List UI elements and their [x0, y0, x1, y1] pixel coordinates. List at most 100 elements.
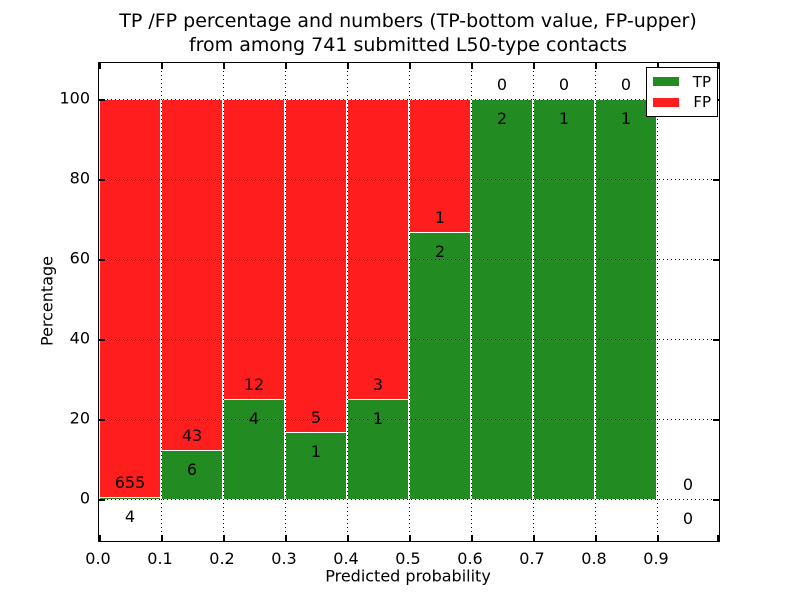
- x-tick-label: 0.0: [85, 549, 111, 568]
- tp-count-label: 1: [310, 442, 322, 462]
- fp-count-label: 655: [114, 472, 146, 492]
- fp-count-label: 1: [434, 208, 446, 228]
- y-tick-mark-right: [713, 499, 719, 501]
- bar-segment-tp: [99, 496, 161, 499]
- x-tick-label: 0.8: [581, 549, 607, 568]
- tp-count-label: 4: [124, 506, 136, 526]
- x-tick-label: 0.4: [333, 549, 359, 568]
- x-tick-mark-top: [533, 63, 535, 69]
- bar-segment-tp: [285, 432, 347, 499]
- v-gridline: [657, 63, 658, 541]
- tp-count-label: 2: [434, 242, 446, 262]
- x-tick-mark: [471, 535, 473, 541]
- tp-count-label: 6: [186, 460, 198, 480]
- x-tick-label: 0.6: [457, 549, 483, 568]
- tp-count-label: 0: [682, 509, 694, 528]
- bar-segment-fp: [347, 99, 409, 399]
- bar-segment-tp: [533, 99, 595, 499]
- v-gridline: [533, 63, 534, 541]
- v-gridline: [347, 63, 348, 541]
- fp-count-label: 12: [243, 375, 265, 394]
- v-gridline: [471, 63, 472, 541]
- legend-entry-tp: TP: [653, 73, 711, 91]
- fp-count-label: 0: [558, 75, 570, 94]
- x-tick-mark: [533, 535, 535, 541]
- x-tick-label: 0.9: [643, 549, 669, 568]
- tp-count-label: 1: [372, 409, 384, 428]
- x-tick-mark: [285, 535, 287, 541]
- tp-count-label: 2: [496, 109, 508, 128]
- fp-swatch-icon: [653, 97, 679, 107]
- legend-label-tp: TP: [692, 72, 711, 91]
- bar-segment-tp: [409, 232, 471, 499]
- x-tick-mark-top: [657, 63, 659, 69]
- bar-segment-fp: [99, 99, 161, 497]
- y-tick-mark: [99, 99, 105, 101]
- x-tick-label: 0.2: [209, 549, 235, 568]
- x-tick-mark-top: [99, 63, 101, 69]
- chart-title-line1: TP /FP percentage and numbers (TP-bottom…: [119, 10, 697, 32]
- plot-area: 655 4 43 6 12 4 5 1 3 1 1 2 0 2 0 1 0 1 0 0: [98, 62, 720, 542]
- y-tick-mark-right: [713, 259, 719, 261]
- fp-count-label: 0: [682, 475, 694, 494]
- y-tick-label: 100: [59, 88, 90, 108]
- chart-title: TP /FP percentage and numbers (TP-bottom…: [98, 9, 718, 57]
- x-tick-mark: [595, 535, 597, 541]
- x-tick-mark: [223, 535, 225, 541]
- y-tick-mark: [99, 419, 105, 421]
- legend-label-fp: FP: [693, 93, 711, 112]
- y-tick-mark: [99, 499, 105, 501]
- y-tick-mark: [99, 259, 105, 261]
- bar-segment-fp: [161, 99, 223, 451]
- y-tick-label: 60: [69, 248, 90, 268]
- x-tick-mark: [657, 535, 659, 541]
- y-tick-label: 20: [69, 408, 90, 428]
- fp-count-label: 5: [310, 408, 322, 428]
- y-tick-mark-right: [713, 339, 719, 341]
- tp-count-label: 1: [558, 109, 570, 128]
- y-tick-mark-right: [713, 179, 719, 181]
- x-tick-mark-top: [285, 63, 287, 69]
- legend-entry-fp: FP: [653, 93, 711, 111]
- x-tick-label: 0.3: [271, 549, 297, 568]
- y-tick-label: 80: [69, 168, 90, 188]
- y-tick-mark-right: [713, 419, 719, 421]
- x-tick-mark: [717, 535, 719, 541]
- x-tick-mark-top: [223, 63, 225, 69]
- v-gridline: [223, 63, 224, 541]
- x-tick-mark: [161, 535, 163, 541]
- tp-count-label: 4: [248, 409, 260, 428]
- bar-segment-tp: [347, 399, 409, 499]
- v-gridline: [161, 63, 162, 541]
- bar-segment-fp: [223, 99, 285, 399]
- fp-count-label: 0: [496, 75, 508, 94]
- y-tick-label: 40: [69, 328, 90, 348]
- x-axis-label: Predicted probability: [325, 566, 491, 586]
- x-tick-mark: [99, 535, 101, 541]
- fp-count-label: 43: [181, 426, 203, 446]
- v-gridline: [409, 63, 410, 541]
- y-axis-label: Percentage: [37, 255, 57, 347]
- bar-segment-fp: [285, 99, 347, 433]
- bar-segment-tp: [471, 99, 533, 499]
- x-tick-mark: [347, 535, 349, 541]
- y-tick-mark: [99, 179, 105, 181]
- y-tick-label: 0: [79, 488, 90, 508]
- x-tick-label: 0.7: [519, 549, 545, 568]
- x-tick-label: 0.5: [395, 549, 421, 568]
- bar-segment-tp: [223, 399, 285, 499]
- tp-swatch-icon: [653, 77, 679, 87]
- x-tick-mark-top: [347, 63, 349, 69]
- x-tick-mark-top: [595, 63, 597, 69]
- x-tick-label: 0.1: [147, 549, 173, 568]
- x-tick-mark: [409, 535, 411, 541]
- chart-title-line2: from among 741 submitted L50-type contac…: [188, 34, 628, 56]
- x-tick-mark-top: [471, 63, 473, 69]
- x-tick-mark-top: [409, 63, 411, 69]
- v-gridline: [595, 63, 596, 541]
- y-tick-mark: [99, 339, 105, 341]
- x-tick-mark-top: [717, 63, 719, 69]
- fp-count-label: 3: [372, 375, 384, 394]
- v-gridline: [285, 63, 286, 541]
